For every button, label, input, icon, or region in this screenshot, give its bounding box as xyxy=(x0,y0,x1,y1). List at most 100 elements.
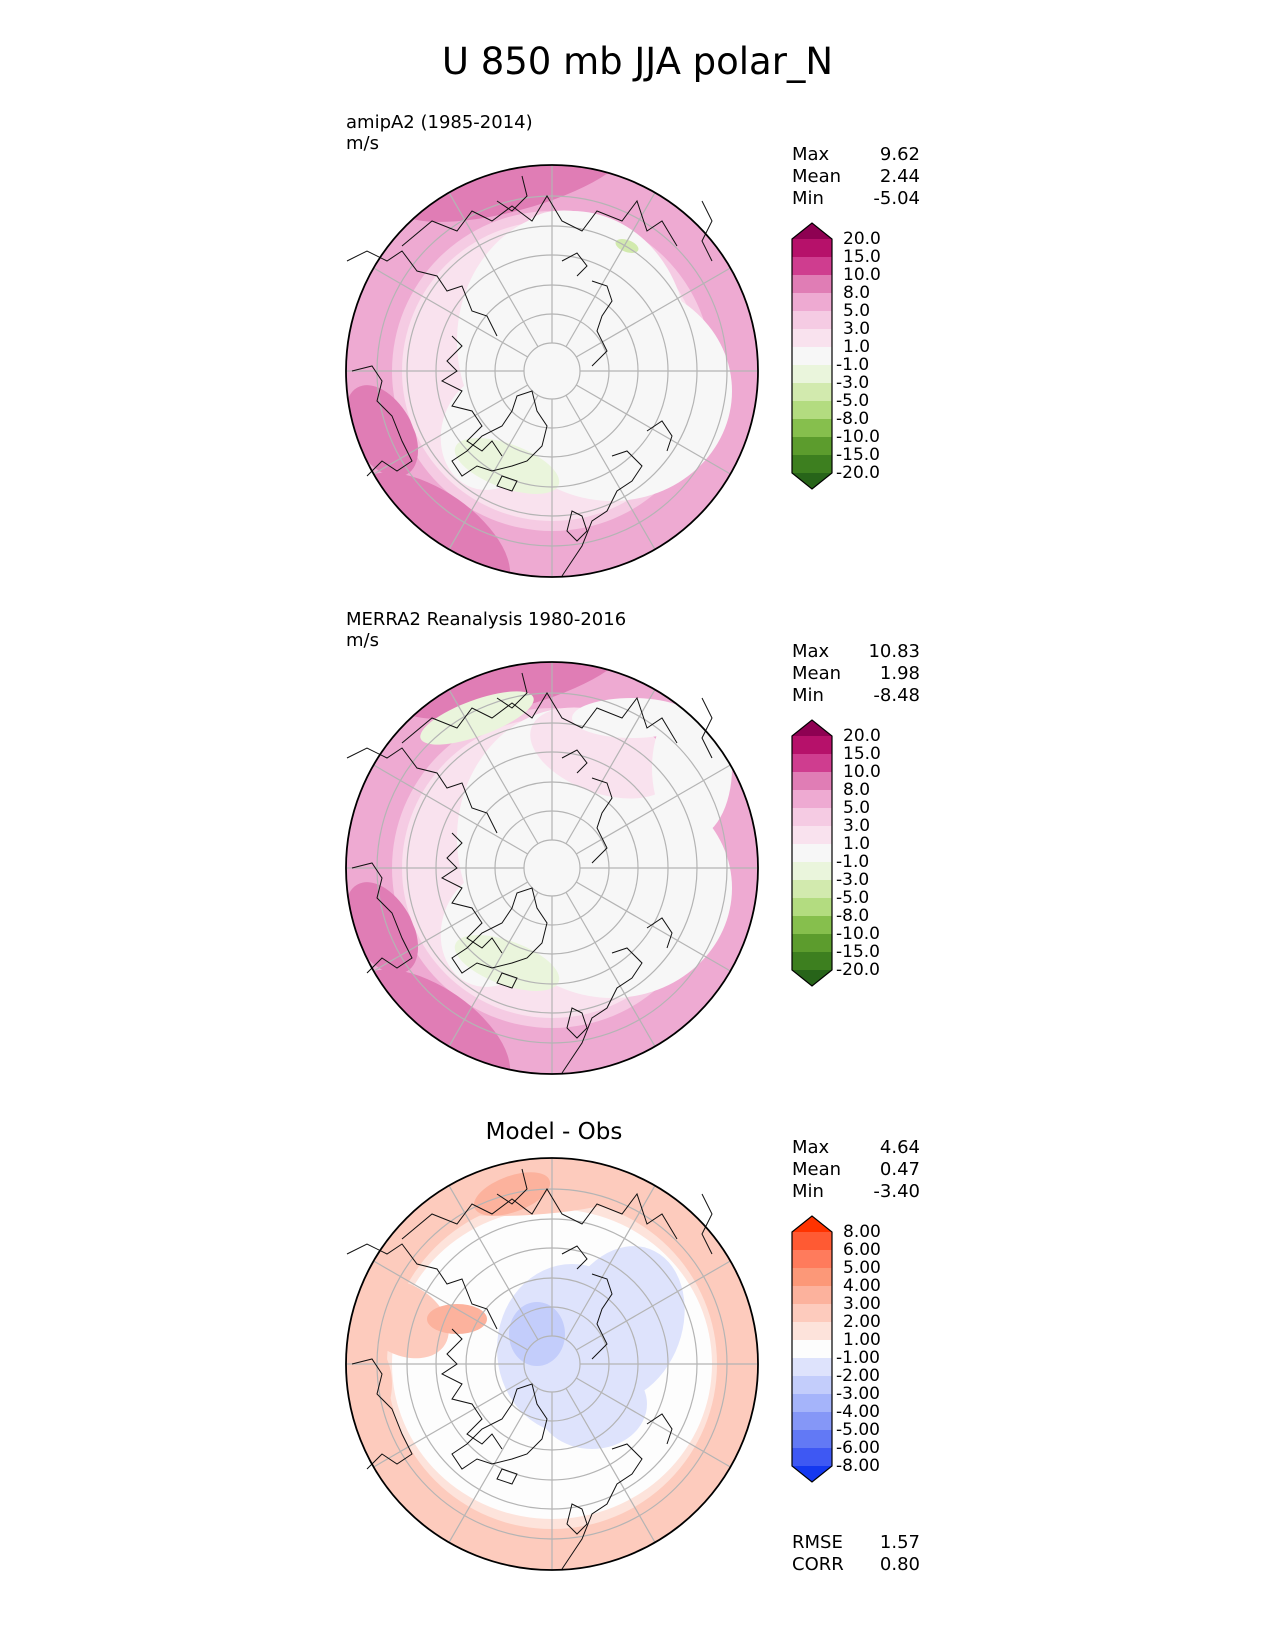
coastline xyxy=(351,862,413,974)
colorbar-tick-label: 10.0 xyxy=(843,265,881,285)
coastline xyxy=(701,1193,713,1255)
stat-mean: Mean 2.44 xyxy=(792,166,920,187)
coastline xyxy=(451,390,548,477)
field-contour xyxy=(454,935,560,991)
colorbar-bin xyxy=(792,808,832,827)
meridian-line xyxy=(565,192,656,348)
reference-panel-units: m/s xyxy=(346,630,379,651)
colorbar-tick-label: -20.0 xyxy=(836,463,880,483)
colorbar-bin xyxy=(792,275,832,294)
map-boundary xyxy=(345,1157,759,1571)
colorbar-bin xyxy=(792,952,832,971)
meridian-line xyxy=(448,394,539,550)
colorbar-bin xyxy=(792,790,832,809)
colorbar-bin xyxy=(792,419,832,438)
colorbar-bin xyxy=(792,844,832,863)
field-contour xyxy=(420,691,534,745)
colorbar-bin xyxy=(792,383,832,402)
coastlines xyxy=(346,1168,713,1570)
reference-panel-title-line: MERRA2 Reanalysis 1980-2016 xyxy=(346,609,627,630)
colorbar-tick-label: 20.0 xyxy=(843,229,881,249)
colorbar-tick-label: 5.00 xyxy=(843,1258,881,1278)
colorbar-bin xyxy=(792,1250,832,1269)
colorbar-tick-label: 20.0 xyxy=(843,726,881,746)
reference-colorbar xyxy=(791,719,833,987)
colorbar-bin xyxy=(792,1448,832,1467)
field-contour xyxy=(509,1302,565,1366)
colorbar-extend-bottom xyxy=(792,970,832,986)
graticule xyxy=(346,662,758,1074)
stat-mean: Mean 0.47 xyxy=(792,1159,920,1180)
colorbar-bin xyxy=(792,1322,832,1341)
colorbar-tick-label: -2.00 xyxy=(836,1366,880,1386)
test-polar-map xyxy=(345,164,759,578)
coastline xyxy=(441,335,503,457)
colorbar-tick-label: -3.00 xyxy=(836,1384,880,1404)
colorbar-extend-bottom xyxy=(792,1466,832,1482)
colorbar-bin xyxy=(792,329,832,348)
field-contour xyxy=(395,662,629,719)
meridian-line xyxy=(575,267,731,358)
test-colorbar xyxy=(791,222,833,490)
test-panel-units: m/s xyxy=(346,133,379,154)
colorbar-bin xyxy=(792,293,832,312)
coastline xyxy=(441,1328,503,1450)
coastline xyxy=(496,972,518,989)
stat-max: Max 4.64 xyxy=(792,1137,920,1158)
colorbar-bin xyxy=(792,1268,832,1287)
colorbar-tick-label: -20.0 xyxy=(836,960,880,980)
coastline xyxy=(496,672,528,709)
colorbar-bin xyxy=(792,1430,832,1449)
colorbar-bin xyxy=(792,1358,832,1377)
colorbar-extend-top xyxy=(792,223,832,239)
meridian-line xyxy=(575,764,731,855)
coastline xyxy=(401,692,678,744)
coastline xyxy=(401,1188,678,1240)
meridian-line xyxy=(448,689,539,845)
colorbar-tick-label: -1.00 xyxy=(836,1348,880,1368)
field-contour xyxy=(395,165,629,222)
colorbar-tick-label: 3.0 xyxy=(843,319,871,339)
stat-min: Min -8.48 xyxy=(792,685,920,706)
coastline xyxy=(646,1413,673,1445)
colorbar-outline xyxy=(791,719,833,987)
colorbar-tick-label: -1.0 xyxy=(836,852,870,872)
reference-stats: Max 10.83 Mean 1.98 Min -8.48 xyxy=(792,641,920,707)
colorbar-tick-label: 15.0 xyxy=(843,247,881,267)
coastline xyxy=(496,1468,518,1485)
coastline xyxy=(646,420,673,452)
coastline xyxy=(451,1383,548,1470)
colorbar-outline xyxy=(791,1215,833,1483)
coastline xyxy=(441,832,503,954)
field-contour xyxy=(454,438,560,494)
meridian-line xyxy=(565,1387,656,1543)
colorbar-bin xyxy=(792,880,832,899)
test-panel-title-line: amipA2 (1985-2014) xyxy=(346,112,533,133)
field-contour xyxy=(346,1339,392,1429)
difference-colorbar xyxy=(791,1215,833,1483)
colorbar-bin xyxy=(792,401,832,420)
colorbar-tick-label: -8.0 xyxy=(836,906,870,926)
coastline xyxy=(351,365,413,477)
colorbar-tick-label: -3.0 xyxy=(836,870,870,890)
stat-mean: Mean 1.98 xyxy=(792,663,920,684)
map-boundary xyxy=(345,164,759,578)
colorbar-bin xyxy=(792,311,832,330)
coastline xyxy=(561,749,588,774)
stat-min: Min -5.04 xyxy=(792,188,920,209)
coastline xyxy=(496,475,518,492)
coastline xyxy=(591,1273,613,1360)
colorbar-extend-top xyxy=(792,1216,832,1232)
colorbar-tick-label: 1.0 xyxy=(843,337,871,357)
meridian-line xyxy=(575,1260,731,1351)
coastline xyxy=(566,1503,588,1535)
colorbar-tick-label: -8.0 xyxy=(836,409,870,429)
metric-corr: CORR 0.80 xyxy=(792,1554,920,1575)
coastline xyxy=(566,1007,588,1039)
meridian-line xyxy=(373,764,529,855)
colorbar-bin xyxy=(792,1340,832,1359)
colorbar-bin xyxy=(792,1376,832,1395)
colorbar-tick-label: -15.0 xyxy=(836,445,880,465)
meridian-line xyxy=(575,1377,731,1468)
